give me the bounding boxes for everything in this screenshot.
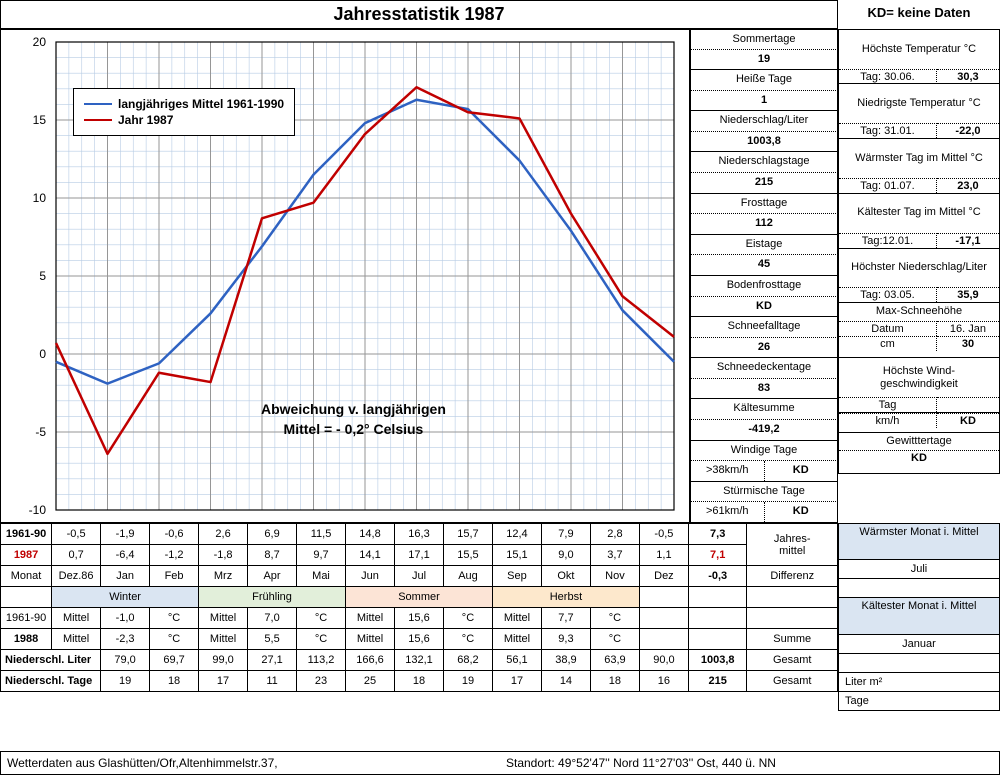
svg-text:5: 5 bbox=[39, 269, 46, 283]
data-table: 1961-90-0,5-1,9-0,62,66,911,514,816,315,… bbox=[0, 523, 838, 692]
extremes-column: Höchste Temperatur °CTag: 30.06.30,3Nied… bbox=[838, 29, 1000, 474]
chart-legend: langjähriges Mittel 1961-1990Jahr 1987 bbox=[73, 88, 295, 136]
page-title: Jahresstatistik 1987 bbox=[0, 0, 838, 29]
footer: Wetterdaten aus Glashütten/Ofr,Altenhimm… bbox=[0, 751, 1000, 775]
bottom-right-extras: Wärmster Monat i. MittelJuliKältester Mo… bbox=[838, 523, 1000, 711]
kd-legend: KD= keine Daten bbox=[838, 0, 1000, 29]
svg-text:-5: -5 bbox=[35, 425, 46, 439]
deviation-note: Abweichung v. langjährigen Mittel = - 0,… bbox=[261, 400, 446, 439]
svg-text:15: 15 bbox=[33, 113, 47, 127]
svg-text:20: 20 bbox=[33, 35, 47, 49]
svg-text:10: 10 bbox=[33, 191, 47, 205]
svg-text:-10: -10 bbox=[29, 503, 47, 517]
svg-text:0: 0 bbox=[39, 347, 46, 361]
summary-stats-column: Sommertage19Heiße Tage1Niederschlag/Lite… bbox=[690, 29, 838, 523]
temperature-chart: -10 -5 0 5 10 15 20 langjähriges Mittel 1961-1… bbox=[0, 29, 690, 523]
